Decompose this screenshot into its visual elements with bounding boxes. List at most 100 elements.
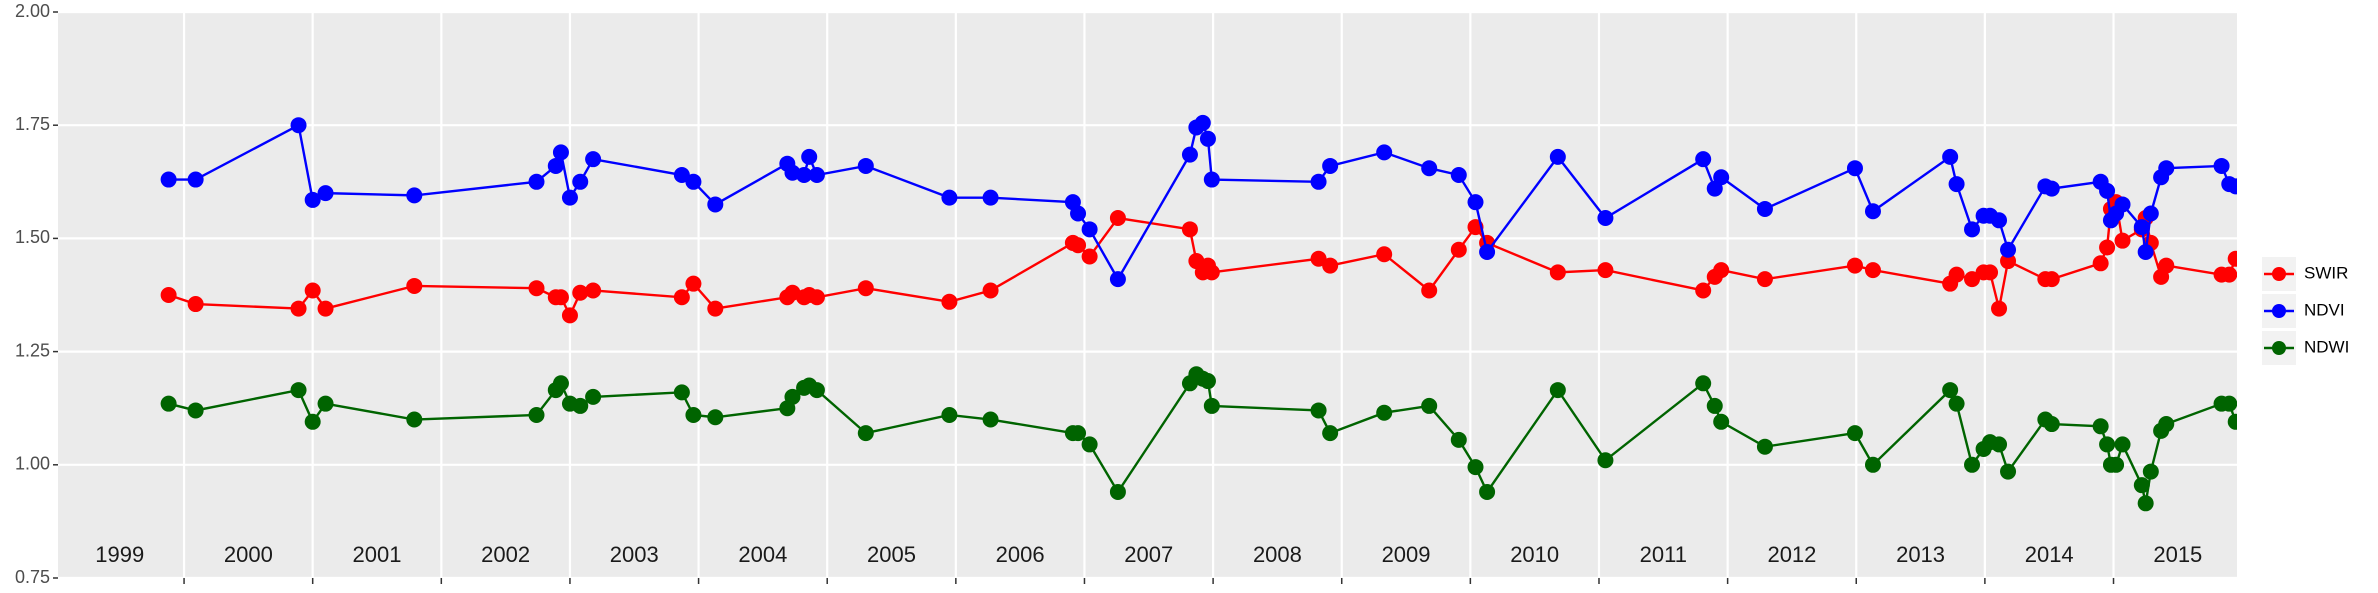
point: [1450, 431, 1467, 448]
point: [707, 196, 724, 213]
point: [1846, 425, 1863, 442]
year-label: 2013: [1896, 542, 1945, 567]
point: [317, 395, 334, 412]
point: [1549, 382, 1566, 399]
point: [406, 187, 423, 204]
point: [2000, 253, 2017, 270]
point: [801, 148, 818, 165]
point: [1310, 173, 1327, 190]
point: [187, 171, 204, 188]
point: [1376, 246, 1393, 263]
series: [160, 366, 2237, 512]
point: [1322, 257, 1339, 274]
point: [304, 413, 321, 430]
point: [2137, 495, 2154, 512]
point: [561, 189, 578, 206]
point: [2227, 413, 2237, 430]
point: [290, 117, 307, 134]
point: [585, 282, 602, 299]
point: [2092, 418, 2109, 435]
point: [1695, 282, 1712, 299]
point: [2227, 250, 2237, 267]
year-label: 2010: [1510, 542, 1559, 567]
point: [1695, 151, 1712, 168]
point: [1310, 250, 1327, 267]
point: [406, 277, 423, 294]
point: [2114, 436, 2131, 453]
point: [1991, 436, 2008, 453]
point: [941, 189, 958, 206]
legend-dot: [2272, 341, 2286, 355]
y-tick-label: 1.75: [15, 114, 50, 134]
year-label: 2011: [1640, 542, 1687, 567]
point: [1109, 210, 1126, 227]
legend-label: NDVI: [2304, 300, 2345, 319]
point: [528, 173, 545, 190]
point: [547, 157, 564, 174]
point: [1864, 262, 1881, 279]
point: [808, 382, 825, 399]
point: [1549, 148, 1566, 165]
point: [2099, 182, 2116, 199]
year-label: 2008: [1253, 542, 1302, 567]
point: [685, 406, 702, 423]
point: [317, 185, 334, 202]
point: [1203, 264, 1220, 281]
point: [2133, 477, 2150, 494]
point: [1982, 264, 1999, 281]
point: [1421, 282, 1438, 299]
point: [857, 425, 874, 442]
point: [1756, 200, 1773, 217]
point: [1181, 146, 1198, 163]
point: [1467, 194, 1484, 211]
point: [1597, 262, 1614, 279]
point: [1713, 413, 1730, 430]
point: [1450, 241, 1467, 258]
point: [2108, 456, 2125, 473]
y-tick-label: 1.50: [15, 227, 50, 247]
y-tick-label: 1.00: [15, 454, 50, 474]
point: [2158, 416, 2175, 433]
y-tick-label: 2.00: [15, 1, 50, 21]
y-tick-label: 0.75: [15, 567, 50, 587]
point: [857, 157, 874, 174]
year-label: 2001: [353, 542, 402, 567]
point: [160, 395, 177, 412]
year-label: 2000: [224, 542, 273, 567]
point: [2133, 219, 2150, 236]
point: [1948, 176, 1965, 193]
point: [784, 388, 801, 405]
plot-panel: [58, 12, 2237, 578]
point: [528, 406, 545, 423]
point: [2158, 257, 2175, 274]
point: [1549, 264, 1566, 281]
point: [1597, 452, 1614, 469]
point: [290, 382, 307, 399]
point: [1421, 397, 1438, 414]
point: [187, 402, 204, 419]
point: [1964, 221, 1981, 238]
point: [1322, 425, 1339, 442]
point: [982, 282, 999, 299]
point: [2099, 436, 2116, 453]
point: [572, 173, 589, 190]
point: [1964, 271, 1981, 288]
point: [561, 307, 578, 324]
point: [572, 284, 589, 301]
point: [585, 151, 602, 168]
point: [585, 388, 602, 405]
point: [982, 411, 999, 428]
point: [1421, 160, 1438, 177]
point: [2099, 239, 2116, 256]
point: [572, 397, 589, 414]
point: [1695, 375, 1712, 392]
point: [1713, 262, 1730, 279]
point: [528, 280, 545, 297]
legend-label: NDWI: [2304, 337, 2349, 356]
point: [1991, 212, 2008, 229]
point: [1597, 210, 1614, 227]
point: [1991, 300, 2008, 317]
point: [1864, 456, 1881, 473]
point: [2158, 160, 2175, 177]
